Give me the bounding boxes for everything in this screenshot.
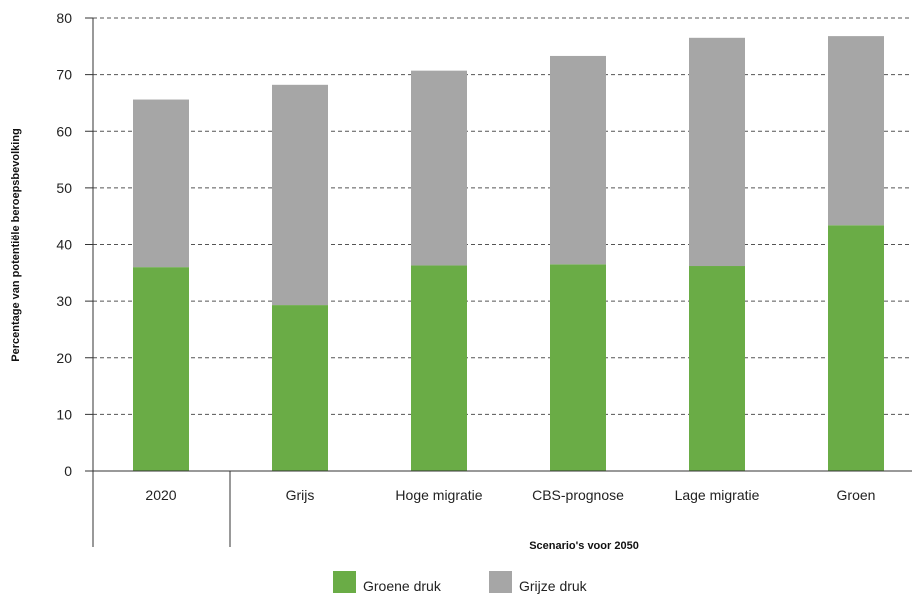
bar-grijze-druk [550,56,606,264]
gridlines [93,18,912,414]
y-tick-label: 20 [56,350,72,366]
legend: Groene druk Grijze druk [333,571,588,594]
x-category-label: Groen [837,487,876,503]
bar-groene-druk [411,265,467,471]
y-tick-label: 50 [56,180,72,196]
bar-groene-druk [133,267,189,471]
bar-grijze-druk [411,71,467,266]
y-tick-label: 40 [56,237,72,253]
bars [133,36,884,471]
y-tick-label: 60 [56,123,72,139]
bar-groene-druk [689,266,745,471]
y-tick-label: 80 [56,10,72,26]
legend-label: Grijze druk [519,578,588,594]
bar-groene-druk [828,225,884,471]
y-tick-label: 0 [64,463,72,479]
y-tick-label: 70 [56,67,72,83]
bar-groene-druk [550,264,606,471]
axes [93,18,912,547]
x-axis-labels: 2020 Grijs Hoge migratie CBS-prognose Lage m… [145,487,875,503]
y-axis-title: Percentage van potentiële beroepsbevolki… [10,128,22,362]
bar-grijze-druk [272,85,328,305]
y-tick-label: 10 [56,406,72,422]
bar-grijze-druk [689,38,745,266]
x-category-label: Hoge migratie [395,487,482,503]
bar-grijze-druk [133,100,189,268]
x-category-label: Lage migratie [675,487,760,503]
y-tick-label: 30 [56,293,72,309]
legend-swatch [489,571,512,593]
y-axis-ticks: 0 10 20 30 40 50 60 70 80 [56,10,93,479]
x-category-label: Grijs [286,487,315,503]
legend-label: Groene druk [363,578,442,594]
x-axis-group-label: Scenario's voor 2050 [529,540,639,552]
legend-swatch [333,571,356,593]
bar-grijze-druk [828,36,884,225]
x-category-label: CBS-prognose [532,487,624,503]
bar-groene-druk [272,305,328,471]
x-category-label: 2020 [145,487,176,503]
